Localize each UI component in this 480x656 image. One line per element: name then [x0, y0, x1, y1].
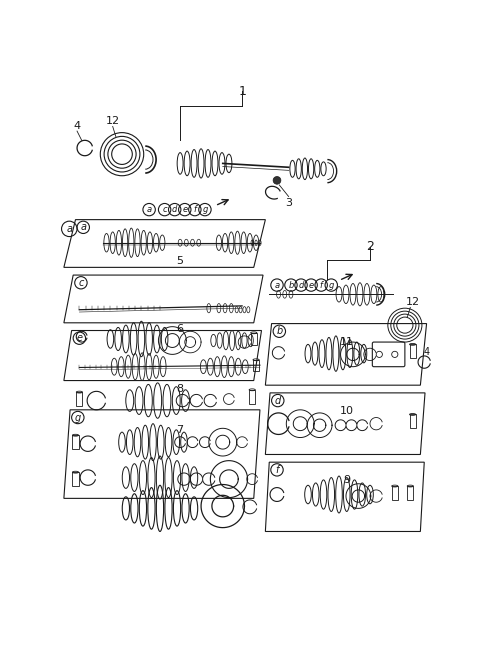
Text: 2: 2 — [366, 240, 374, 253]
Text: a: a — [66, 224, 72, 234]
Text: 12: 12 — [106, 116, 120, 126]
Text: e: e — [76, 333, 83, 343]
Text: 6: 6 — [177, 323, 184, 334]
Text: c: c — [162, 205, 167, 214]
Text: 11: 11 — [340, 337, 354, 346]
Text: 7: 7 — [177, 425, 184, 435]
Text: a: a — [146, 205, 152, 214]
Text: e: e — [309, 281, 313, 289]
Bar — [72, 472, 79, 486]
Text: b: b — [276, 326, 282, 337]
Bar — [251, 333, 257, 345]
Text: d: d — [172, 205, 178, 214]
Text: g: g — [202, 205, 208, 214]
Text: g: g — [75, 413, 81, 422]
Bar — [249, 390, 255, 403]
Text: f: f — [320, 281, 323, 289]
Text: 12: 12 — [406, 297, 420, 307]
Text: d: d — [299, 281, 304, 289]
Circle shape — [273, 176, 281, 184]
Text: 5: 5 — [177, 256, 184, 266]
Text: c: c — [78, 277, 84, 288]
Text: e: e — [182, 205, 187, 214]
Bar — [407, 486, 413, 500]
Bar — [76, 392, 83, 406]
Text: b: b — [288, 281, 294, 289]
Text: 4: 4 — [73, 121, 81, 131]
Bar — [392, 486, 398, 500]
Text: g: g — [329, 281, 334, 289]
Text: d: d — [275, 396, 281, 405]
Text: a: a — [275, 281, 279, 289]
Text: 9: 9 — [343, 475, 350, 485]
Text: f: f — [276, 465, 279, 475]
Text: 1: 1 — [238, 85, 246, 98]
Text: 3: 3 — [285, 198, 292, 208]
Text: 8: 8 — [177, 384, 184, 394]
Text: a: a — [80, 222, 86, 232]
Bar — [253, 359, 259, 371]
Bar — [409, 344, 416, 358]
Text: f: f — [193, 205, 196, 214]
Text: 4: 4 — [423, 347, 430, 357]
Text: 10: 10 — [340, 406, 354, 416]
Bar — [72, 435, 79, 449]
Bar — [409, 415, 416, 428]
